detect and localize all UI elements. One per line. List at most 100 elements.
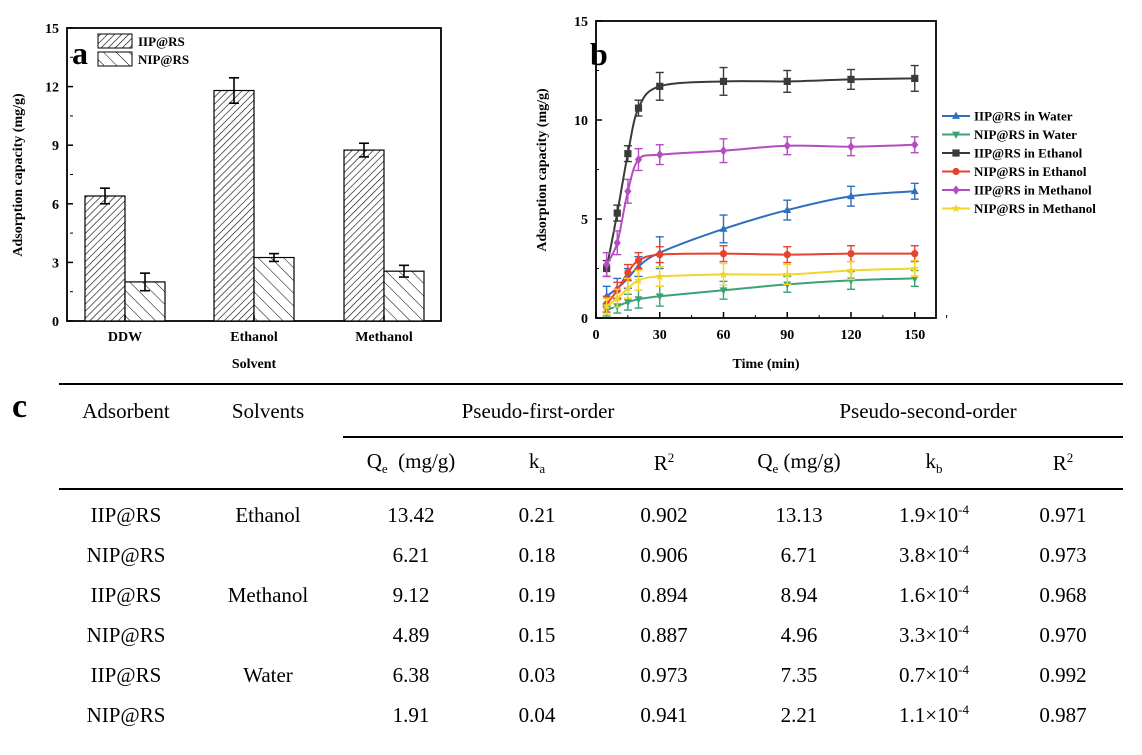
cell-ka: 0.15 <box>518 622 556 647</box>
data-point <box>847 191 855 200</box>
bar-chart-adsorption-by-solvent: 0 3 6 9 12 15 DDW Ethanol Methanol a Adsorption… <box>11 22 442 372</box>
y-tick-label-a: 3 <box>52 256 59 271</box>
cell-qe-second: 4.96 <box>780 622 818 647</box>
legend-label-b: NIP@RS in Methanol <box>974 201 1096 216</box>
data-point <box>846 265 856 275</box>
legend-marker-b <box>952 167 960 176</box>
data-point <box>847 75 855 84</box>
data-point <box>634 256 643 265</box>
legend-label-b: NIP@RS in Water <box>974 127 1077 142</box>
data-point <box>603 259 611 270</box>
x-tick-label-a: Ethanol <box>230 330 278 345</box>
cell-qe-second: 2.21 <box>780 702 818 727</box>
data-point <box>910 263 920 273</box>
cell-qe-first: 1.91 <box>392 702 430 727</box>
series-0 <box>602 182 919 307</box>
cell-r2-first: 0.902 <box>640 502 688 527</box>
y-axis-label-a: Adsorption capacity (mg/g) <box>11 93 26 257</box>
data-point <box>602 301 612 310</box>
bar-iip-rs-methanol <box>343 149 385 322</box>
cell-qe-first: 9.12 <box>392 582 430 607</box>
table-header-rule <box>59 488 1123 490</box>
cell-ka: 0.18 <box>518 542 556 567</box>
cell-adsorbent: NIP@RS <box>86 702 166 727</box>
data-point <box>911 140 919 150</box>
x-axis-label-a: Solvent <box>232 357 277 372</box>
x-axis-label-b: Time (min) <box>732 357 799 372</box>
data-point <box>782 269 792 279</box>
data-point <box>910 275 919 283</box>
y-tick-label-a: 15 <box>45 22 59 37</box>
legend-a: IIP@RS NIP@RS <box>97 33 189 67</box>
cell-solvent <box>193 615 343 655</box>
legend-swatch-a <box>97 33 133 49</box>
x-tick-label-b: 60 <box>717 328 731 343</box>
legend-label-b: IIP@RS in Water <box>974 109 1073 124</box>
cell-r2-second: 0.987 <box>1039 702 1087 727</box>
header-adsorbent: Adsorbent <box>82 398 170 423</box>
y-tick-label-a: 6 <box>52 198 59 213</box>
data-point <box>602 291 611 300</box>
data-point <box>623 283 633 293</box>
header-pseudo-second-order: Pseudo-second-order <box>839 398 1017 423</box>
data-point <box>847 142 855 152</box>
bar-iip-rs-ethanol <box>213 89 255 322</box>
cell-ka: 0.19 <box>518 582 556 607</box>
cell-r2-second: 0.973 <box>1039 542 1087 567</box>
table-row: IIP@RS Methanol 9.12 0.19 0.894 8.94 1.6×10-4 0… <box>59 575 1123 615</box>
legend-label-b: IIP@RS in Methanol <box>974 183 1092 198</box>
series-4 <box>602 136 919 278</box>
cell-r2-second: 0.970 <box>1039 622 1087 647</box>
cell-solvent: Ethanol <box>235 502 301 527</box>
x-tick-label-a: DDW <box>108 330 142 345</box>
data-point <box>911 74 919 83</box>
cell-adsorbent: IIP@RS <box>90 662 162 687</box>
data-point <box>634 296 643 304</box>
x-tick-label-a: Methanol <box>355 330 413 345</box>
y-tick-label-b: 15 <box>574 15 588 30</box>
cell-adsorbent: NIP@RS <box>86 542 166 567</box>
cell-adsorbent: NIP@RS <box>86 622 166 647</box>
data-point <box>612 293 622 302</box>
x-tick-label-b: 150 <box>904 328 925 343</box>
panel-letter-c: c <box>12 388 28 425</box>
legend-label-b: IIP@RS in Ethanol <box>974 146 1083 161</box>
cell-r2-second: 0.992 <box>1039 662 1087 687</box>
table-row: NIP@RS 4.89 0.15 0.887 4.96 3.3×10-4 0.970 <box>59 615 1123 655</box>
data-point <box>783 141 791 151</box>
cell-qe-second: 6.71 <box>780 542 818 567</box>
data-point <box>624 268 632 277</box>
header-r2-second: R2 <box>1052 450 1074 475</box>
data-point <box>656 251 664 259</box>
header-r2-first: R2 <box>653 450 675 475</box>
cell-kb: 0.7×10-4 <box>899 662 969 687</box>
data-point <box>634 154 643 165</box>
cell-r2-second: 0.968 <box>1039 582 1087 607</box>
cell-qe-first: 6.21 <box>392 542 430 567</box>
data-point <box>634 275 643 285</box>
data-point <box>656 82 664 90</box>
data-point <box>783 281 792 289</box>
cell-qe-first: 4.89 <box>392 622 430 647</box>
header-kb: kb <box>925 448 943 477</box>
bar-iip-rs-ddw <box>84 195 126 322</box>
cell-kb: 1.9×10-4 <box>899 502 969 527</box>
legend-marker-b <box>951 203 961 213</box>
y-tick-label-a: 12 <box>45 81 59 96</box>
table-group-rule <box>343 436 1123 438</box>
x-tick-label-b: 90 <box>780 328 794 343</box>
cell-r2-first: 0.941 <box>640 702 688 727</box>
legend-marker-b <box>952 111 960 119</box>
kinetics-table: Adsorbent Solvents Pseudo-first-order Ps… <box>59 385 1123 735</box>
series-line <box>605 143 915 266</box>
cell-ka: 0.04 <box>518 702 556 727</box>
series-line <box>606 277 915 312</box>
x-tick-label-b: 30 <box>653 328 667 343</box>
data-point <box>783 251 791 259</box>
cell-r2-first: 0.894 <box>640 582 688 607</box>
bar-nip-rs-ethanol <box>253 256 295 322</box>
data-point <box>847 250 855 258</box>
data-point <box>655 293 664 301</box>
x-tick-label-b: 0 <box>593 328 600 343</box>
cell-qe-first: 13.42 <box>387 502 435 527</box>
